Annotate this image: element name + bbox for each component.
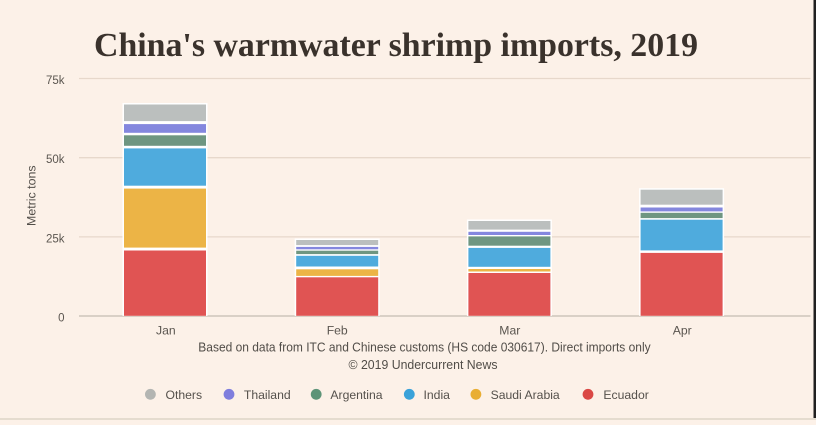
svg-text:© 2019 Undercurrent News: © 2019 Undercurrent News	[349, 357, 498, 372]
svg-text:75k: 75k	[46, 75, 65, 87]
svg-text:0: 0	[58, 312, 64, 324]
svg-text:Ecuador: Ecuador	[603, 388, 648, 402]
svg-text:China's warmwater shrimp impor: China's warmwater shrimp imports, 2019	[94, 27, 698, 64]
svg-text:Jan: Jan	[156, 323, 176, 337]
svg-text:50k: 50k	[46, 154, 65, 166]
svg-text:Mar: Mar	[499, 323, 520, 337]
svg-text:Others: Others	[166, 388, 203, 402]
svg-text:25k: 25k	[46, 233, 65, 245]
svg-text:Metric tons: Metric tons	[24, 165, 38, 226]
svg-text:Feb: Feb	[327, 323, 348, 337]
svg-text:Thailand: Thailand	[244, 388, 291, 402]
svg-text:India: India	[424, 388, 451, 402]
svg-text:Saudi Arabia: Saudi Arabia	[491, 388, 560, 402]
svg-text:Argentina: Argentina	[330, 388, 382, 402]
svg-text:Based on data from ITC and Chi: Based on data from ITC and Chinese custo…	[198, 340, 651, 354]
svg-text:Apr: Apr	[673, 323, 692, 337]
